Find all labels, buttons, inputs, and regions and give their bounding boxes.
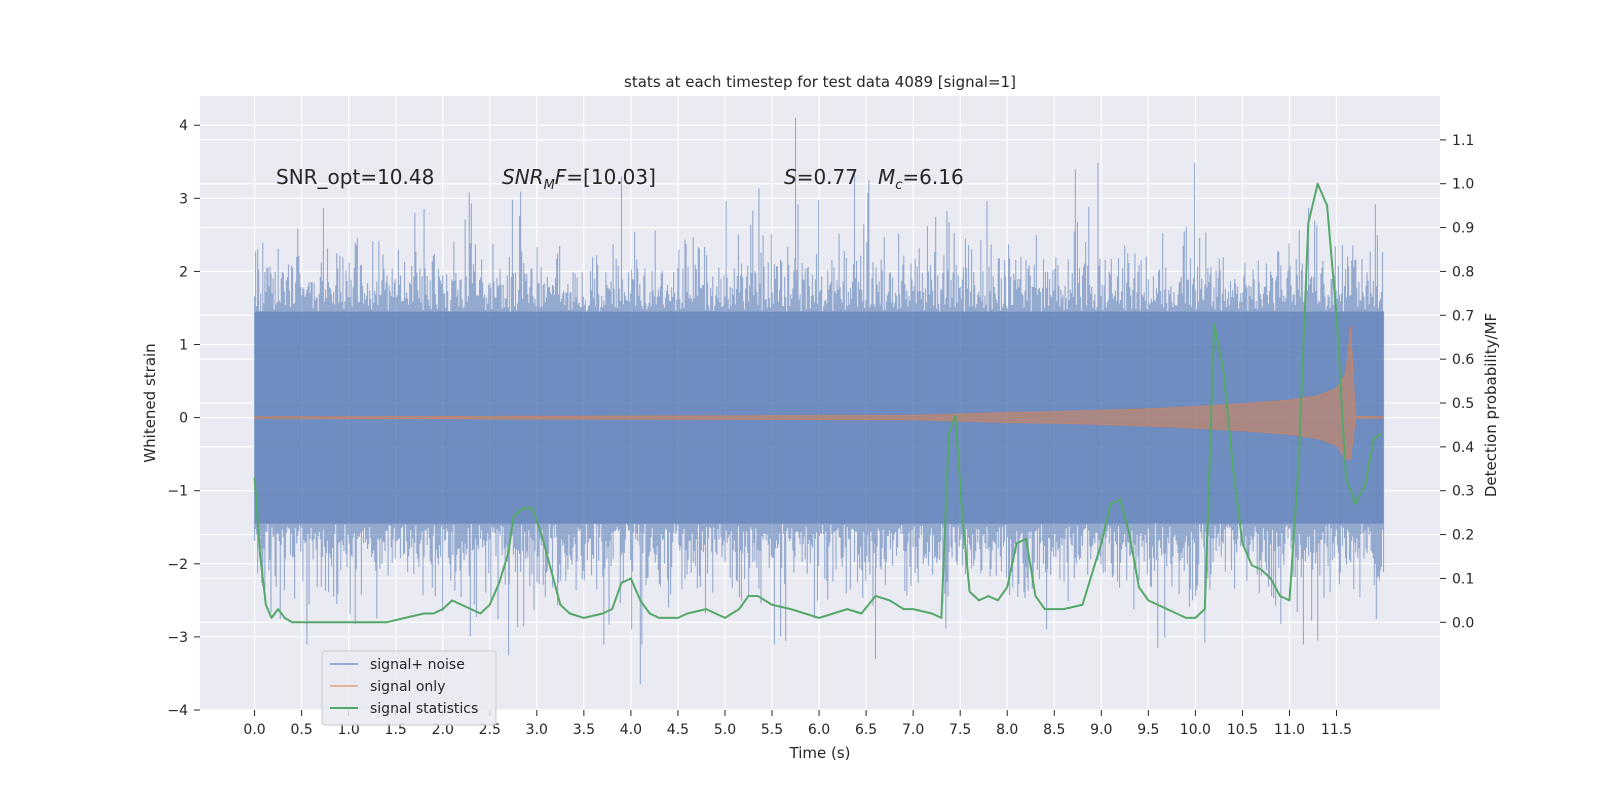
legend-label-signal: signal only: [370, 679, 445, 695]
x-tick-label: 3.0: [526, 722, 548, 738]
y-tick-label: −4: [167, 703, 188, 719]
x-tick-label: 10.0: [1180, 722, 1211, 738]
y-tick-label: −1: [167, 484, 188, 500]
y-tick-label: 2: [179, 264, 188, 280]
x-tick-label: 6.0: [808, 722, 830, 738]
x-tick-label: 10.5: [1227, 722, 1258, 738]
y2-tick-label: 0.1: [1452, 571, 1474, 587]
legend-box: [321, 650, 497, 726]
legend: signal+ noise signal only signal statist…: [321, 650, 497, 726]
annotation-snr-mf: SNRMF=[10.03]: [502, 165, 656, 193]
x-tick-label: 8.0: [996, 722, 1018, 738]
x-tick-label: 8.5: [1043, 722, 1065, 738]
x-tick-label: 5.5: [761, 722, 783, 738]
y2-tick-label: 0.0: [1452, 615, 1474, 631]
x-tick-label: 2.0: [432, 722, 454, 738]
x-tick-label: 11.0: [1274, 722, 1305, 738]
x-tick-label: 1.0: [338, 722, 360, 738]
y2-axis-ticks: 1.1 1.0 0.9 0.8 0.7 0.6 0.5 0.4 0.3 0.2 0.1 0.0: [1440, 133, 1474, 631]
x-axis-label: Time (s): [789, 744, 851, 762]
chart-title: stats at each timestep for test data 408…: [624, 73, 1016, 91]
x-tick-label: 11.5: [1321, 722, 1352, 738]
signal-statistics-series: [253, 182, 1383, 624]
statistics-line: [253, 182, 1383, 624]
x-tick-label: 0.5: [290, 722, 312, 738]
x-tick-label: 4.0: [620, 722, 642, 738]
y-tick-label: −2: [167, 557, 188, 573]
x-axis-ticks: 0.0 0.5 1.0 1.5 2.0 2.5 3.0 3.5 4.0 4.5 5.0 5.5 6.0 6…: [243, 710, 1352, 738]
x-tick-label: 2.5: [479, 722, 501, 738]
x-tick-label: 3.5: [573, 722, 595, 738]
y-tick-label: −3: [167, 630, 188, 646]
y2-tick-label: 1.0: [1452, 177, 1474, 193]
y-tick-label: 1: [179, 338, 188, 354]
x-tick-label: 9.5: [1137, 722, 1159, 738]
x-tick-label: 7.5: [949, 722, 971, 738]
y-tick-label: 4: [179, 118, 188, 134]
annotation-snr-opt: SNR_opt=10.48: [276, 165, 434, 189]
x-tick-label: 1.5: [385, 722, 407, 738]
y2-axis-label: Detection probability/MF: [1482, 313, 1500, 497]
x-tick-label: 7.0: [902, 722, 924, 738]
x-tick-label: 0.0: [243, 722, 265, 738]
y-axis-ticks: 4 3 2 1 0 −1 −2 −3 −4: [167, 118, 200, 719]
y2-tick-label: 0.5: [1452, 396, 1474, 412]
annotation-mc: Mc=6.16: [878, 165, 964, 193]
y-axis-label: Whitened strain: [141, 343, 159, 462]
legend-label-stats: signal statistics: [370, 701, 478, 717]
x-tick-label: 6.5: [855, 722, 877, 738]
y2-tick-label: 0.2: [1452, 528, 1474, 544]
y2-tick-label: 1.1: [1452, 133, 1474, 149]
annotation-s: S=0.77: [784, 165, 858, 189]
signal-only-series: [254, 326, 1385, 460]
y2-tick-label: 0.8: [1452, 264, 1474, 280]
y2-tick-label: 0.4: [1452, 440, 1474, 456]
x-tick-label: 5.0: [714, 722, 736, 738]
y-tick-label: 0: [179, 411, 188, 427]
x-tick-label: 4.5: [667, 722, 689, 738]
legend-label-noise: signal+ noise: [370, 657, 465, 673]
signal-envelope: [254, 326, 1385, 460]
x-tick-label: 9.0: [1090, 722, 1112, 738]
y-tick-label: 3: [179, 191, 188, 207]
y2-tick-label: 0.7: [1452, 308, 1474, 324]
y2-tick-label: 0.6: [1452, 352, 1474, 368]
y2-tick-label: 0.3: [1452, 484, 1474, 500]
y2-tick-label: 0.9: [1452, 221, 1474, 237]
